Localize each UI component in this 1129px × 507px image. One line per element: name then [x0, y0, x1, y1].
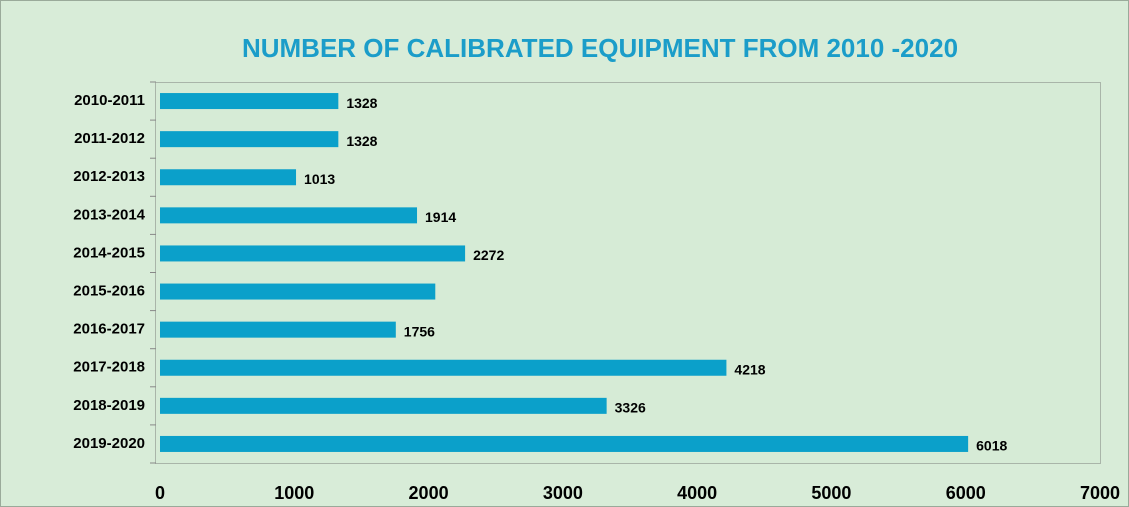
x-tick-label: 4000: [677, 483, 717, 503]
bar: [160, 207, 418, 224]
y-tick-label: 2013-2014: [73, 206, 145, 223]
bar: [160, 435, 969, 452]
y-tick-label: 2018-2019: [73, 397, 145, 414]
bar: [160, 131, 339, 148]
y-tick-label: 2017-2018: [73, 359, 145, 376]
y-tick-label: 2012-2013: [73, 168, 145, 185]
x-tick-label: 5000: [811, 483, 851, 503]
value-label: 1756: [404, 323, 435, 339]
y-tick-label: 2019-2020: [73, 435, 145, 452]
value-label: 1914: [425, 209, 456, 225]
x-tick-label: 6000: [946, 483, 986, 503]
y-tick-label: 2014-2015: [73, 244, 145, 261]
x-tick-label: 3000: [543, 483, 583, 503]
value-label: 3326: [615, 400, 646, 416]
bar: [160, 397, 607, 414]
chart-title: NUMBER OF CALIBRATED EQUIPMENT FROM 2010…: [242, 33, 958, 63]
value-label: 1328: [346, 95, 377, 111]
bar: [160, 283, 436, 300]
bar: [160, 169, 297, 186]
bar: [160, 93, 339, 110]
value-label: 2272: [473, 247, 504, 263]
bar: [160, 245, 466, 262]
x-tick-label: 0: [155, 483, 165, 503]
value-label: 6018: [976, 438, 1007, 454]
y-tick-label: 2010-2011: [74, 92, 145, 109]
bar: [160, 359, 727, 376]
y-tick-label: 2011-2012: [74, 130, 145, 147]
x-tick-label: 7000: [1080, 483, 1120, 503]
x-tick-label: 1000: [274, 483, 314, 503]
y-tick-label: 2015-2016: [73, 283, 145, 300]
x-tick-label: 2000: [409, 483, 449, 503]
bar: [160, 321, 396, 338]
value-label: 1013: [304, 171, 335, 187]
value-label: 1328: [346, 133, 377, 149]
y-tick-label: 2016-2017: [73, 321, 145, 338]
value-label: 4218: [734, 361, 765, 377]
